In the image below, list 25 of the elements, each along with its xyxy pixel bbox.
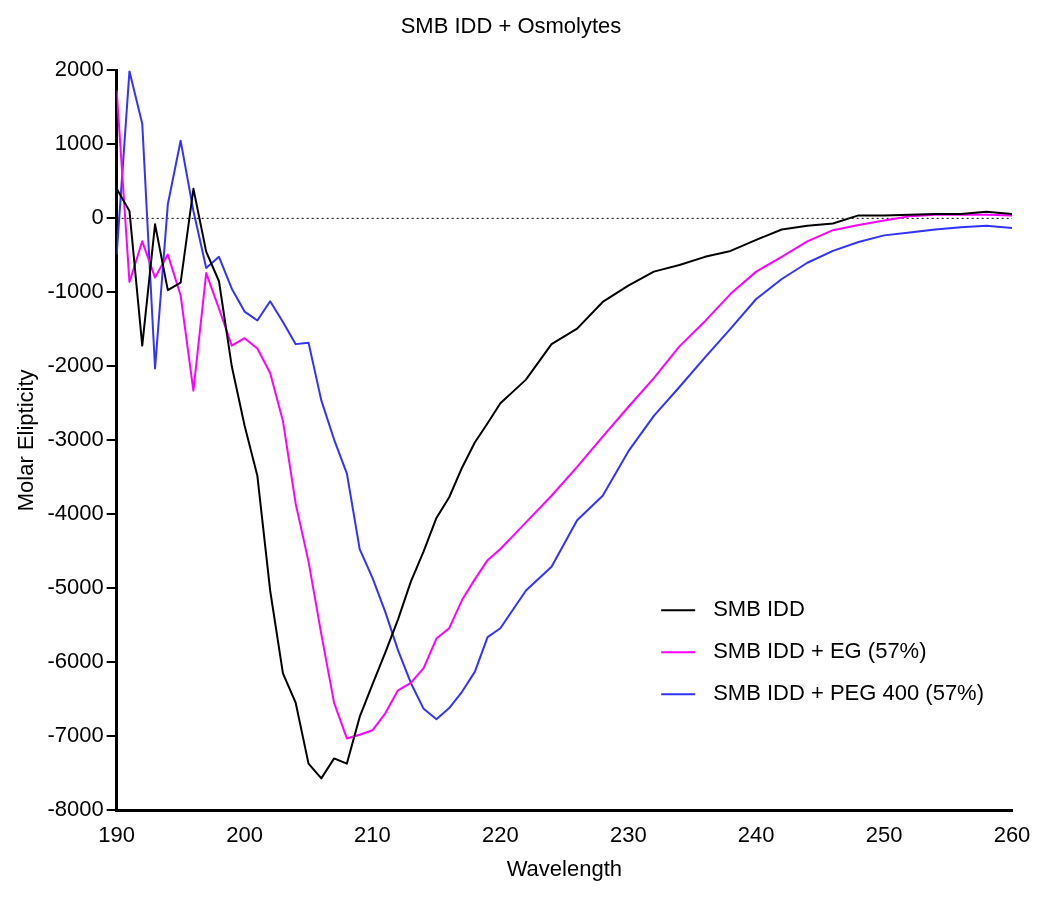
y-tick-label: -8000	[47, 796, 104, 822]
y-axis-title: Molar Elipticity	[13, 369, 39, 512]
legend-label: SMB IDD + EG (57%)	[713, 638, 927, 664]
y-tick-label: -6000	[47, 648, 104, 674]
legend-label: SMB IDD	[713, 596, 805, 622]
y-tick-label: -3000	[47, 426, 104, 452]
x-tick-label: 190	[98, 822, 136, 848]
x-tick-label: 220	[482, 822, 519, 848]
y-tick-label: -7000	[47, 722, 104, 748]
y-tick-label: -4000	[47, 500, 104, 526]
x-tick-label: 250	[865, 822, 903, 848]
chart-title: SMB IDD + Osmolytes	[400, 13, 622, 39]
y-tick-label: 0	[91, 204, 104, 230]
y-tick-label: -2000	[47, 352, 104, 378]
x-tick-label: 200	[226, 822, 263, 848]
x-tick-label: 210	[354, 822, 391, 848]
x-tick-label: 260	[993, 822, 1031, 848]
x-tick-label: 230	[609, 822, 647, 848]
legend-label: SMB IDD + PEG 400 (57%)	[713, 680, 985, 706]
x-axis-title: Wavelength	[506, 855, 623, 881]
y-tick-label: -1000	[47, 278, 104, 304]
y-tick-label: -5000	[47, 574, 104, 600]
x-tick-label: 240	[737, 822, 775, 848]
y-tick-label: 1000	[54, 130, 104, 156]
y-tick-label: 2000	[54, 56, 104, 82]
